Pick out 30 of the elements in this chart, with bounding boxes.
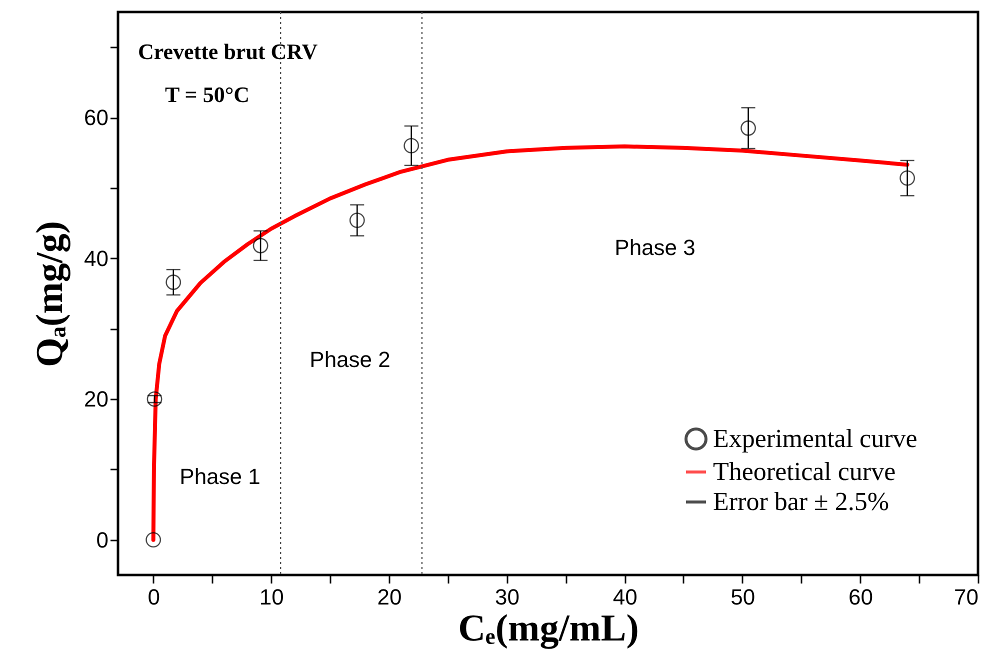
point bbox=[900, 170, 916, 186]
annotation: Crevette brut CRV bbox=[138, 39, 318, 64]
y-tick-label: 60 bbox=[84, 105, 108, 130]
x-tick-label: 50 bbox=[730, 584, 756, 610]
point bbox=[166, 274, 182, 290]
point bbox=[404, 138, 420, 154]
x-tick-label: 40 bbox=[612, 584, 638, 610]
point bbox=[349, 212, 365, 228]
annotation: Phase 3 bbox=[614, 235, 696, 260]
x-tick-label: 0 bbox=[148, 584, 160, 610]
y-tick-label: 20 bbox=[84, 386, 108, 412]
y-tick-label: 40 bbox=[84, 246, 108, 271]
annotation: Phase 2 bbox=[310, 347, 390, 372]
x-tick-label: 10 bbox=[259, 584, 284, 610]
x-tick-label: 60 bbox=[848, 584, 873, 610]
x-tick-label: 20 bbox=[377, 584, 402, 610]
y-tick-label: 0 bbox=[96, 527, 108, 552]
point bbox=[146, 391, 162, 407]
x-tick-label: 70 bbox=[954, 584, 978, 610]
point bbox=[252, 238, 268, 254]
annotation: Error bar ± 2.5% bbox=[713, 487, 889, 516]
legend-label: Theoretical curve bbox=[713, 457, 896, 486]
y-axis-title: Qₐ(mg/g) bbox=[29, 220, 72, 368]
point bbox=[146, 532, 162, 548]
x-axis-title: Cₑ(mg/mL) bbox=[458, 608, 639, 650]
point bbox=[740, 120, 756, 136]
annotation: T = 50°C bbox=[165, 82, 250, 107]
legend-label: Experimental curve bbox=[713, 424, 918, 453]
x-tick-label: 30 bbox=[495, 584, 520, 610]
annotation: Phase 1 bbox=[180, 464, 260, 489]
